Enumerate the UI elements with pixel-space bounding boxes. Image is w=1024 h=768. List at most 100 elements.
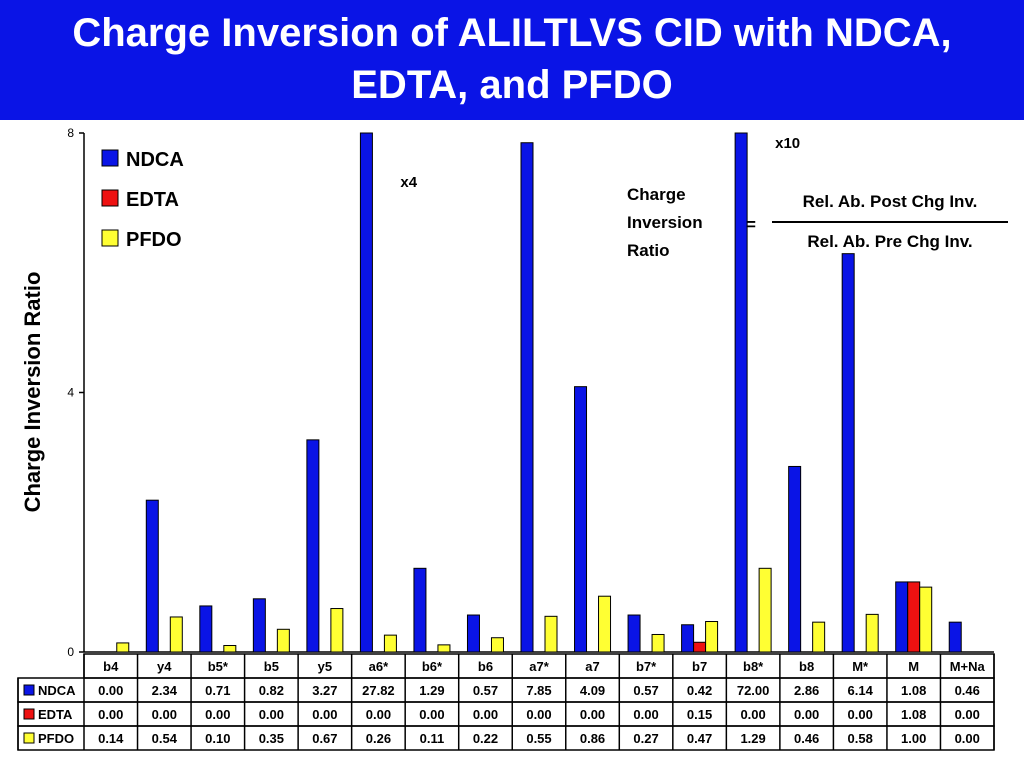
y-tick-label: 8: [67, 126, 74, 140]
bar-ndca: [466, 614, 480, 653]
legend-label-pfdo: PFDO: [126, 229, 182, 251]
bar-edta: [907, 581, 921, 653]
formula-equals: =: [746, 215, 756, 234]
data-label: 0.71: [205, 683, 230, 698]
data-label: 1.29: [419, 683, 444, 698]
formula-lhs-line: Ratio: [627, 241, 670, 260]
data-label: 0.47: [687, 731, 712, 746]
data-label: 0.15: [687, 707, 712, 722]
y-tick-label: 4: [67, 386, 74, 400]
x-tick-label: b8*: [743, 659, 764, 674]
bar-pfdo: [758, 567, 772, 653]
data-label: 0.00: [205, 707, 230, 722]
legend-swatch-pfdo: [101, 229, 119, 247]
data-label: 7.85: [526, 683, 551, 698]
data-label: 0.26: [366, 731, 391, 746]
bar-ndca: [199, 605, 213, 653]
bar-pfdo: [223, 645, 237, 653]
table-series-label-edta: EDTA: [38, 707, 73, 722]
formula-lhs-line: Inversion: [627, 213, 703, 232]
x-tick-label: b8: [799, 659, 814, 674]
legend-label-edta: EDTA: [126, 189, 179, 211]
bar-pfdo: [116, 642, 130, 653]
data-label: 0.00: [152, 707, 177, 722]
x-tick-label: M: [908, 659, 919, 674]
table-series-swatch-pfdo: [23, 732, 35, 744]
data-label: 0.11: [420, 731, 445, 746]
table-series-swatch-ndca: [23, 684, 35, 696]
data-label: 0.00: [740, 707, 765, 722]
data-label: 2.34: [152, 683, 178, 698]
data-label: 0.35: [259, 731, 284, 746]
bar-pfdo: [919, 586, 933, 653]
bar-ndca: [734, 132, 748, 653]
bar-pfdo: [812, 621, 826, 653]
bar-pfdo: [598, 595, 612, 653]
x-tick-label: a7: [585, 659, 599, 674]
bar-pfdo: [169, 616, 183, 653]
bar-pfdo: [437, 644, 451, 653]
data-label: 0.54: [152, 731, 178, 746]
data-label: 0.55: [526, 731, 551, 746]
bar-ndca: [306, 439, 320, 653]
bar-ndca: [413, 567, 427, 653]
bar-pfdo: [276, 628, 290, 653]
x-tick-label: y4: [157, 659, 172, 674]
bar-ndca: [145, 499, 159, 653]
x-tick-label: b5: [264, 659, 279, 674]
x-tick-label: a6*: [369, 659, 389, 674]
data-label: 0.00: [366, 707, 391, 722]
data-label: 0.86: [580, 731, 605, 746]
data-label: 1.00: [901, 731, 926, 746]
page-title-line-2: EDTA, and PFDO: [351, 63, 673, 107]
data-label: 1.29: [740, 731, 765, 746]
legend-swatch-ndca: [101, 149, 119, 167]
data-label: 1.08: [901, 683, 926, 698]
formula-denominator: Rel. Ab. Pre Chg Inv.: [807, 232, 972, 251]
data-label: 0.00: [794, 707, 819, 722]
bar-pfdo: [705, 621, 719, 653]
table-series-swatch-edta: [23, 708, 35, 720]
data-label: 1.08: [901, 707, 926, 722]
data-label: 0.27: [633, 731, 658, 746]
data-label: 0.00: [848, 707, 873, 722]
data-label: 0.57: [473, 683, 498, 698]
data-label: 0.67: [312, 731, 337, 746]
bar-ndca: [681, 624, 695, 653]
b8-scale-annotation: x10: [775, 135, 800, 152]
bar-ndca: [788, 465, 802, 653]
bar-ndca: [895, 581, 909, 653]
x-tick-label: b6*: [422, 659, 443, 674]
data-label: 0.00: [473, 707, 498, 722]
data-label: 3.27: [312, 683, 337, 698]
data-label: 0.14: [98, 731, 124, 746]
bar-ndca: [359, 132, 373, 653]
bar-pfdo: [865, 613, 879, 653]
data-label: 0.00: [419, 707, 444, 722]
data-label: 0.46: [955, 683, 980, 698]
table-series-label-pfdo: PFDO: [38, 731, 74, 746]
bar-ndca: [252, 598, 266, 653]
y-axis-title: Charge Inversion Ratio: [20, 272, 45, 513]
data-label: 4.09: [580, 683, 605, 698]
bar-pfdo: [490, 637, 504, 653]
bar-ndca: [574, 386, 588, 653]
data-label: 0.00: [98, 707, 123, 722]
x-tick-label: M+Na: [950, 659, 986, 674]
chart: 0 4 8 Charge Inversion Ratio x4 x10 NDCA EDTA PF…: [17, 126, 1008, 751]
data-label: 0.00: [955, 707, 980, 722]
x-tick-label: M*: [852, 659, 869, 674]
data-label: 0.00: [98, 683, 123, 698]
data-label: 0.42: [687, 683, 712, 698]
y-tick-label: 0: [67, 645, 74, 659]
x-tick-label: b7*: [636, 659, 657, 674]
data-label: 72.00: [737, 683, 770, 698]
legend-swatch-edta: [101, 189, 119, 207]
x-tick-label: b4: [103, 659, 119, 674]
data-label: 0.00: [955, 731, 980, 746]
data-label: 0.00: [580, 707, 605, 722]
data-label: 0.46: [794, 731, 819, 746]
x-tick-label: b5*: [208, 659, 229, 674]
bar-ndca: [520, 142, 534, 653]
formula-lhs-line: Charge: [627, 185, 686, 204]
